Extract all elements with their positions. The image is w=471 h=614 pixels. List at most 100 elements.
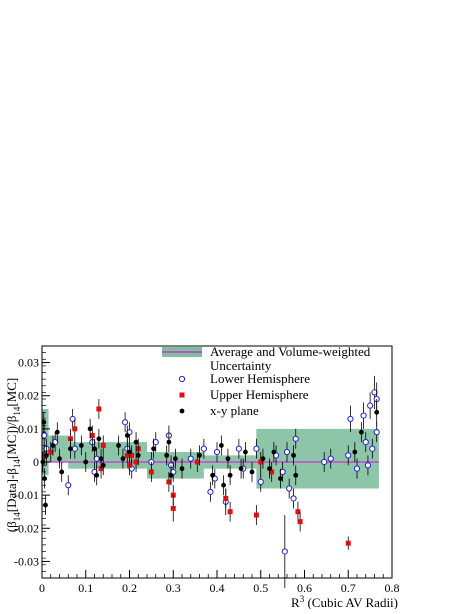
marker-open-circle [235, 445, 242, 452]
marker-filled-circle [243, 449, 248, 455]
x-tick-label: 0.1 [78, 581, 93, 595]
x-y-plane-point [151, 438, 156, 459]
marker-square [297, 519, 303, 525]
upper-hemisphere-point [345, 536, 351, 550]
marker-filled-circle [227, 472, 233, 478]
marker-square [166, 479, 172, 485]
lower-hemisphere-point [283, 442, 291, 462]
marker-filled-circle [94, 472, 100, 478]
x-y-plane-point [50, 435, 56, 456]
upper-hemisphere-point [148, 462, 154, 482]
lower-hemisphere-point [93, 448, 100, 469]
marker-square [127, 462, 132, 468]
marker-open-circle [371, 389, 378, 396]
marker-filled-circle [98, 456, 104, 462]
x-y-plane-point [197, 445, 202, 466]
marker-open-circle [69, 415, 76, 423]
upper-hemisphere-point [295, 501, 301, 522]
marker-filled-circle [96, 436, 102, 442]
legend-label: x-y plane [210, 403, 259, 418]
x-tick-label: 0.8 [385, 581, 400, 595]
marker-filled-circle [164, 452, 170, 458]
marker-open-circle [65, 482, 72, 489]
y-tick-label: -0.02 [14, 521, 39, 535]
marker-open-circle [367, 402, 374, 409]
marker-filled-circle [358, 429, 364, 435]
x-y-plane-point [96, 428, 102, 449]
marker-open-circle [152, 439, 159, 446]
lower-hemisphere-point [235, 438, 242, 459]
x-y-plane-point [260, 448, 266, 469]
x-y-plane-point [374, 399, 380, 426]
x-tick-label: 0.6 [297, 581, 312, 595]
marker-filled-circle [166, 439, 172, 445]
lower-hemisphere-point [187, 448, 194, 469]
x-tick-label: 0.5 [253, 581, 268, 595]
x-y-plane-point [92, 438, 97, 459]
upper-hemisphere-point [124, 445, 130, 466]
x-y-plane-point [238, 458, 244, 479]
marker-filled-circle [100, 462, 106, 468]
marker-filled-circle [293, 472, 299, 478]
marker-open-circle [327, 455, 334, 462]
x-y-plane-point [124, 425, 130, 446]
uncertainty-band [42, 408, 49, 476]
marker-square [345, 540, 351, 546]
marker-open-circle [253, 445, 260, 452]
marker-filled-circle [173, 456, 178, 462]
marker-open-circle [286, 485, 293, 492]
lower-hemisphere-point [281, 515, 288, 588]
marker-filled-circle [291, 452, 296, 458]
marker-filled-circle [133, 439, 139, 445]
lower-hemisphere-point [253, 438, 260, 459]
x-y-plane-point [135, 445, 141, 466]
y-tick-label: 0.02 [18, 389, 39, 403]
marker-filled-circle [210, 472, 216, 478]
lower-hemisphere-point [353, 458, 361, 479]
marker-square [295, 509, 301, 515]
x-y-plane-point [358, 422, 364, 443]
marker-filled-circle [271, 449, 277, 455]
marker-filled-circle [278, 476, 283, 481]
x-y-plane-point [59, 462, 65, 482]
upper-hemisphere-point [223, 488, 229, 509]
x-tick-label: 0.2 [122, 581, 137, 595]
marker-square [194, 459, 200, 465]
lower-hemisphere-point [367, 392, 374, 419]
x-y-plane-point [120, 448, 126, 469]
marker-square [269, 469, 275, 475]
marker-open-circle [364, 462, 372, 469]
marker-open-circle [283, 448, 291, 456]
upper-hemisphere-point [269, 462, 275, 482]
x-y-plane-point [168, 465, 174, 486]
marker-filled-circle [50, 443, 56, 448]
x-y-plane-point [57, 448, 62, 469]
lower-hemisphere-point [65, 475, 72, 496]
marker-filled-circle [225, 456, 231, 462]
data-points [40, 375, 380, 588]
marker-filled-circle [68, 446, 73, 452]
marker-open-circle [345, 452, 352, 459]
marker-filled-circle [352, 449, 358, 455]
lower-hemisphere-point [364, 455, 372, 476]
marker-filled-circle [260, 456, 266, 462]
x-y-plane-point [179, 458, 185, 479]
x-y-plane-point [225, 448, 231, 469]
marker-filled-circle [238, 466, 244, 472]
marker-square [89, 432, 95, 438]
marker-filled-circle [41, 419, 47, 425]
y-axis-label: (β14[Data]-β14[MC])/β14[MC] [4, 378, 22, 532]
x-y-plane-point [278, 468, 283, 489]
upper-hemisphere-point [100, 435, 106, 456]
x-y-plane-point [54, 422, 60, 443]
legend-label: Uncertainty [210, 358, 272, 373]
x-y-plane-point [267, 458, 272, 479]
x-y-plane-point [87, 418, 93, 439]
x-y-plane-point [291, 445, 296, 466]
lower-hemisphere-point [362, 432, 369, 453]
marker-square [72, 426, 78, 432]
legend-marker-open-circle [178, 375, 186, 383]
x-y-plane-point [293, 465, 299, 486]
lower-hemisphere-point [200, 438, 207, 459]
